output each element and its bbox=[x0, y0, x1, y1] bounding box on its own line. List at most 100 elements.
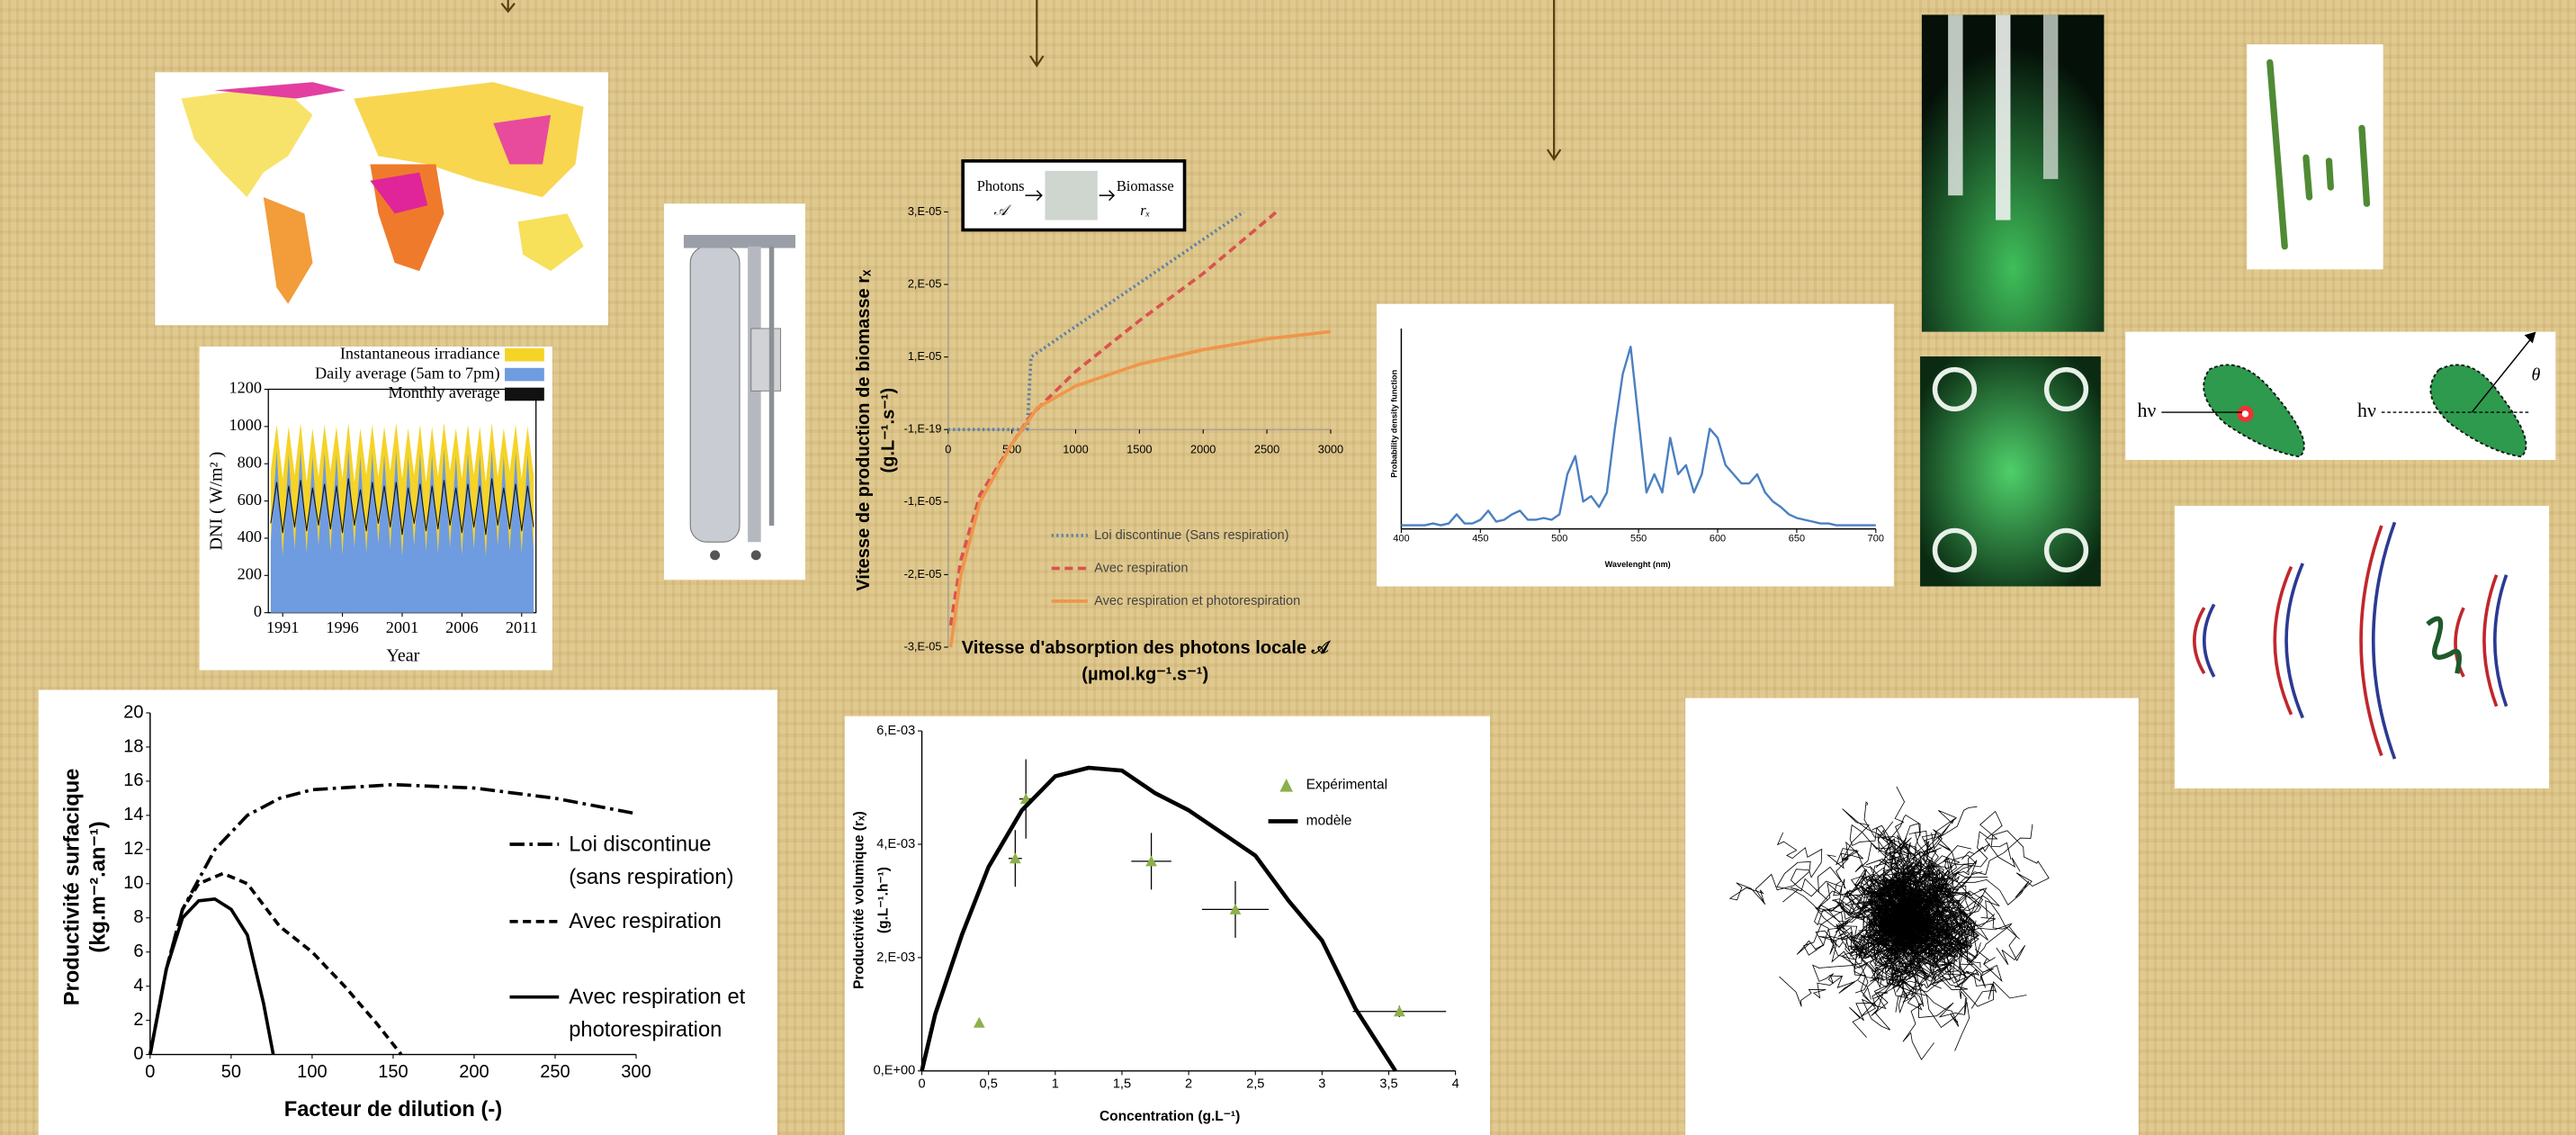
legend-label: Avec respiration et photorespiration bbox=[1094, 594, 1300, 608]
x-tick-label: 2001 bbox=[386, 618, 418, 636]
y-tick-label: 1000 bbox=[229, 416, 261, 434]
x-tick-label: 0 bbox=[145, 1062, 155, 1082]
x-tick-label: 650 bbox=[1789, 533, 1805, 544]
page: hν hν θ 02004006008001000120019911996200… bbox=[0, 0, 2576, 1135]
y-tick-label: -1,E-19 bbox=[904, 422, 942, 436]
photo-tubes bbox=[1922, 14, 2105, 331]
x-tick-label: 1 bbox=[1052, 1076, 1059, 1091]
y-tick-label: 0 bbox=[254, 602, 262, 620]
x-tick-label: 1996 bbox=[326, 618, 358, 636]
y-tick-label: 18 bbox=[123, 736, 143, 756]
x-tick-label: 200 bbox=[459, 1062, 489, 1082]
x-tick-label: 1500 bbox=[1126, 442, 1152, 455]
legend-entry: Avec respiration bbox=[569, 905, 762, 981]
legend-entry: Avec respiration et photorespiration bbox=[569, 980, 762, 1056]
legend-label: Expérimental bbox=[1306, 777, 1387, 792]
y-tick-label: 600 bbox=[238, 491, 262, 509]
y-tick-label: 2,E-05 bbox=[908, 276, 942, 290]
collage: hν hν θ 02004006008001000120019911996200… bbox=[0, 0, 2576, 1135]
legend-swatch bbox=[505, 368, 544, 382]
x-tick-label: 3,5 bbox=[1379, 1076, 1397, 1091]
x-tick-label: 2,5 bbox=[1246, 1076, 1264, 1091]
inset-label: rₓ bbox=[1140, 202, 1150, 219]
x-tick-label: 0 bbox=[945, 442, 951, 455]
x-tick-label: 100 bbox=[297, 1062, 327, 1082]
y-tick-label: 800 bbox=[238, 453, 262, 471]
x-tick-label: 3000 bbox=[1318, 442, 1343, 455]
y-axis-label: (kg.m⁻².an⁻¹) bbox=[87, 821, 111, 952]
legend-swatch bbox=[505, 388, 544, 401]
y-tick-label: 14 bbox=[123, 805, 143, 824]
x-tick-label: 700 bbox=[1868, 533, 1884, 544]
legend-label: Avec respiration bbox=[569, 905, 762, 938]
x-tick-label: 50 bbox=[221, 1062, 241, 1082]
y-tick-label: 6 bbox=[133, 941, 143, 961]
y-tick-label: 10 bbox=[123, 873, 143, 893]
reactor-drawing bbox=[664, 203, 805, 580]
x-axis-label: Year bbox=[386, 646, 419, 666]
x-tick-label: 0 bbox=[918, 1076, 925, 1091]
y-axis-label: DNI ( W/m² ) bbox=[206, 452, 226, 551]
inset-label: Photons bbox=[977, 177, 1025, 194]
cell-sticks bbox=[2247, 44, 2383, 269]
y-axis-label: (g.L⁻¹.s⁻¹) bbox=[878, 388, 898, 473]
y-tick-label: -2,E-05 bbox=[904, 567, 942, 581]
y-tick-label: 8 bbox=[133, 907, 143, 927]
legend-label: Avec respiration bbox=[1094, 561, 1188, 575]
chart-panel bbox=[845, 716, 1490, 1135]
y-tick-label: 2,E-03 bbox=[876, 950, 915, 965]
y-tick-label: 1,E-05 bbox=[908, 349, 942, 363]
x-axis-label: Vitesse d'absorption des photons locale … bbox=[962, 638, 1332, 658]
random-walk-image bbox=[1685, 698, 2139, 1135]
y-axis-label: Probability density function bbox=[1390, 370, 1399, 478]
legend-label: Monthly average bbox=[388, 383, 499, 401]
y-tick-label: 3,E-05 bbox=[908, 204, 942, 218]
y-tick-label: 0 bbox=[133, 1044, 143, 1064]
x-tick-label: 3 bbox=[1318, 1076, 1325, 1091]
legend-label: Loi discontinue (Sans respiration) bbox=[1094, 528, 1288, 543]
x-tick-label: 1,5 bbox=[1113, 1076, 1131, 1091]
y-axis-label: Productivité volumique (rₓ) bbox=[851, 811, 866, 989]
x-axis-label: (µmol.kg⁻¹.s⁻¹) bbox=[1082, 664, 1208, 684]
x-tick-label: 2500 bbox=[1254, 442, 1279, 455]
x-tick-label: 1991 bbox=[266, 618, 299, 636]
y-tick-label: 4,E-03 bbox=[876, 837, 915, 851]
y-tick-label: -3,E-05 bbox=[904, 639, 942, 653]
x-tick-label: 2011 bbox=[506, 618, 538, 636]
inset-image bbox=[1045, 171, 1097, 221]
legend-label: Avec respiration et photorespiration bbox=[569, 980, 762, 1046]
x-tick-label: 1000 bbox=[1063, 442, 1088, 455]
wave-scattering-image bbox=[2175, 506, 2549, 788]
x-tick-label: 500 bbox=[1551, 533, 1567, 544]
x-tick-label: 400 bbox=[1393, 533, 1409, 544]
y-axis-label: (g.L⁻¹.h⁻¹) bbox=[876, 867, 892, 933]
x-axis-label: Facteur de dilution (-) bbox=[284, 1098, 502, 1121]
inset-label: Biomasse bbox=[1117, 177, 1174, 194]
y-axis-label: Vitesse de production de biomasse rₓ bbox=[854, 269, 874, 591]
y-tick-label: 400 bbox=[238, 527, 262, 545]
world-map bbox=[155, 72, 608, 325]
legend-label: Instantaneous irradiance bbox=[340, 344, 500, 362]
x-tick-label: 450 bbox=[1472, 533, 1488, 544]
x-tick-label: 0,5 bbox=[980, 1076, 998, 1091]
top-arrows bbox=[501, 0, 1560, 159]
legend-label: Daily average (5am to 7pm) bbox=[315, 364, 500, 383]
legend-swatch bbox=[505, 348, 544, 362]
angle-label: θ bbox=[2531, 365, 2540, 385]
x-tick-label: 600 bbox=[1710, 533, 1726, 544]
y-tick-label: 4 bbox=[133, 976, 143, 995]
y-axis-label: Productivité surfacique bbox=[60, 769, 84, 1006]
y-tick-label: 0,E+00 bbox=[874, 1064, 916, 1078]
y-tick-label: 2 bbox=[133, 1010, 143, 1030]
x-axis-label: Wavelenght (nm) bbox=[1605, 560, 1671, 569]
y-tick-label: 16 bbox=[123, 770, 143, 790]
y-tick-label: 12 bbox=[123, 839, 143, 859]
x-tick-label: 2 bbox=[1185, 1076, 1192, 1091]
x-tick-label: 4 bbox=[1452, 1076, 1459, 1091]
line bbox=[948, 212, 1244, 429]
x-tick-label: 250 bbox=[540, 1062, 570, 1082]
legend-label: modèle bbox=[1306, 814, 1352, 829]
y-tick-label: -1,E-05 bbox=[904, 494, 942, 508]
photon-label: hν bbox=[2137, 399, 2156, 421]
legend-label: Loi discontinue (sans respiration) bbox=[569, 828, 762, 894]
